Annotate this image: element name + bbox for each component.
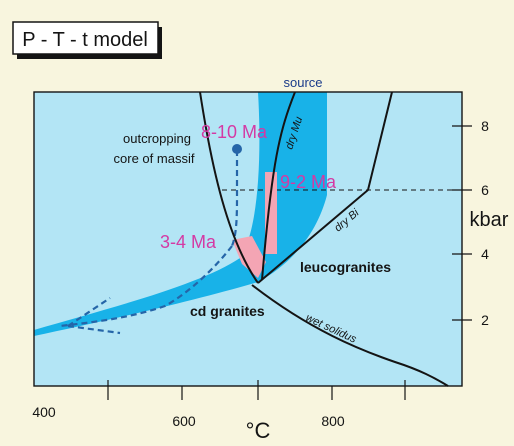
label-leucogranites: leucogranites [300, 259, 391, 275]
y-axis-ticks [452, 125, 472, 321]
y-tick-label-8: 8 [481, 118, 489, 134]
dry-mu-lower-line [261, 91, 296, 281]
label-source: source [283, 75, 322, 90]
x-tick-label-600: 600 [172, 413, 196, 429]
x-axis-ticks [107, 380, 406, 400]
exhumation-dashed-path [230, 150, 239, 247]
title-box [12, 21, 159, 55]
pink-bar-9-2ma [265, 172, 277, 254]
x-axis-unit: °C [246, 418, 271, 443]
y-tick-label-6: 6 [481, 182, 489, 198]
plot-border [33, 91, 463, 387]
dry-bi-line [257, 91, 393, 284]
pink-region-3-4ma [232, 236, 266, 278]
dry-mu-line [199, 91, 259, 284]
y-tick-label-2: 2 [481, 312, 489, 328]
label-core-of-massif: core of massif [114, 151, 195, 166]
label-outcropping: outcropping [123, 131, 191, 146]
wet-solidus-line [251, 284, 449, 387]
x-tick-label-800: 800 [321, 413, 345, 429]
prograde-dashed-path [59, 245, 233, 328]
outcrop-core-point [232, 144, 242, 154]
y-axis-unit: kbar [470, 209, 509, 231]
page-title: P - T - t model [22, 29, 148, 51]
prograde-dashed-branch-upper [67, 297, 111, 327]
y-tick-label-4: 4 [481, 246, 489, 262]
label-age-3-4: 3-4 Ma [160, 232, 217, 252]
label-age-9-2: 9-2 Ma [280, 172, 337, 192]
prograde-dashed-branch-lower [67, 324, 121, 335]
x-tick-label-400: 400 [32, 404, 56, 420]
label-cd-granites: cd granites [190, 303, 265, 319]
label-age-8-10: 8-10 Ma [201, 122, 268, 142]
